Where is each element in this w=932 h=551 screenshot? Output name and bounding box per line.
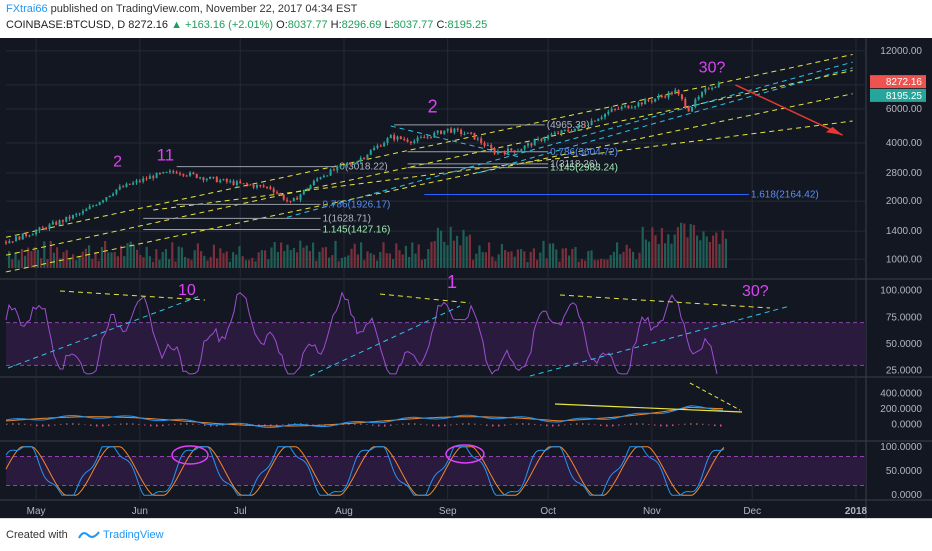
published-text: published on TradingView.com, November 2… (50, 3, 358, 15)
price-tick-label: 6000.00 (886, 104, 923, 115)
projection-arrow (735, 84, 843, 136)
high-value: 8296.69 (341, 19, 382, 31)
last-price-label: 8195.25 (886, 91, 923, 102)
price-tick-label: 1000.00 (886, 254, 923, 265)
trend-line (153, 120, 853, 211)
macd-line (5, 405, 723, 429)
stoch-d-line (5, 446, 725, 496)
macd-tick-label: 400.0000 (880, 389, 922, 400)
fib-level-label: 1(1628.71) (323, 213, 371, 224)
rsi-divergence-line (379, 293, 471, 304)
x-tick-label: Dec (743, 506, 761, 517)
x-tick-label: Nov (643, 506, 661, 517)
fib-level-label: 0.786(1926.17) (323, 199, 391, 210)
fib-level-label: 1.145(2983.24) (550, 163, 618, 174)
macd-tick-label: 200.0000 (880, 404, 922, 415)
price-label-box (870, 88, 926, 102)
x-tick-label: 2018 (845, 506, 868, 517)
rsi-divergence-line (559, 294, 771, 309)
stoch-circle-annotation (171, 445, 209, 465)
macd-divergence-line (689, 382, 741, 411)
fib-level-label: (4965.38) (547, 120, 590, 131)
publish-line: FXtrai66 published on TradingView.com, N… (6, 3, 357, 15)
stoch-band (6, 456, 866, 486)
fib-level-label: 1.145(1427.16) (323, 224, 391, 235)
fib-level-label: 1(3118.26) (550, 159, 598, 170)
x-tick-label: Jun (132, 506, 148, 517)
annotation-text: 11 (157, 145, 175, 164)
stoch-tick-label: 50.0000 (886, 466, 923, 477)
rsi-trend-line (7, 295, 201, 369)
x-tick-label: May (27, 506, 46, 517)
rsi-tick-label: 75.0000 (886, 312, 923, 323)
price-tick-label: 1400.00 (886, 226, 923, 237)
fib-level-label: 0(3018.22) (339, 162, 387, 173)
stoch-tick-label: 0.0000 (891, 490, 922, 501)
rsi-annotation: 1 (447, 272, 457, 292)
x-tick-label: Oct (540, 506, 556, 517)
price-candles (5, 81, 720, 245)
chart-background (0, 38, 932, 518)
x-tick-label: Aug (335, 506, 353, 517)
rsi-band (6, 322, 866, 366)
annotation-text: 2 (113, 154, 122, 171)
created-with-text: Created with (6, 529, 68, 541)
rsi-trend-line (309, 305, 461, 377)
price-tick-label: 12000.00 (880, 46, 922, 57)
price-tick-label: 2000.00 (886, 196, 923, 207)
trend-line (5, 70, 853, 256)
open-label: O: (276, 19, 288, 31)
symbol-label: COINBASE:BTCUSD, D (6, 19, 126, 31)
up-triangle-icon: ▲ (171, 19, 182, 31)
ohlc-line: COINBASE:BTCUSD, D 8272.16 ▲ +163.16 (+2… (6, 19, 487, 31)
open-value: 8037.77 (287, 19, 328, 31)
rsi-annotation: 10 (178, 282, 196, 299)
rsi-annotation: 30? (742, 283, 769, 300)
macd-trend-line (554, 403, 743, 413)
last-price-label: 8272.16 (886, 77, 923, 88)
change-value: +163.16 (+2.01%) (185, 19, 274, 31)
price-tick-label: 4000.00 (886, 138, 923, 149)
rsi-tick-label: 25.0000 (886, 366, 923, 377)
macd-tick-label: 0.0000 (891, 420, 922, 431)
low-value: 8037.77 (393, 19, 434, 31)
chart-header: FXtrai66 published on TradingView.com, N… (0, 0, 932, 38)
high-label: H: (330, 19, 342, 31)
projection-arrowhead (825, 126, 843, 136)
fib-level-label: 1.618(2164.42) (751, 190, 819, 201)
trend-line (5, 54, 853, 238)
fib-level-label: 0.786(3604.72) (550, 147, 618, 158)
rsi-line (5, 291, 718, 375)
footer: Created with TradingView (0, 518, 932, 551)
price-tick-label: 2800.00 (886, 168, 923, 179)
chart-canvas[interactable]: MayJunJulAugSepOctNovDec201812000.008000… (0, 38, 932, 518)
close-label: C: (436, 19, 448, 31)
stoch-circle-annotation (445, 444, 485, 464)
x-tick-label: Jul (234, 506, 247, 517)
rsi-divergence-line (59, 290, 206, 301)
rsi-tick-label: 100.0000 (880, 286, 922, 297)
volume-bars (8, 222, 727, 268)
tradingview-logo-icon (78, 531, 100, 539)
annotation-text: 30? (699, 59, 726, 76)
stoch-k-line (5, 446, 725, 496)
trend-line (477, 67, 853, 174)
trend-line (286, 61, 853, 218)
author-link[interactable]: FXtrai66 (6, 3, 48, 15)
stoch-tick-label: 100.0000 (880, 442, 922, 453)
annotation-text: 2 (428, 97, 438, 117)
trend-line (5, 93, 853, 273)
last-price: 8272.16 (128, 19, 169, 31)
price-label-box (870, 75, 926, 89)
tradingview-brand[interactable]: TradingView (103, 529, 164, 541)
close-value: 8195.25 (447, 19, 488, 31)
low-label: L: (384, 19, 394, 31)
x-tick-label: Sep (439, 506, 457, 517)
rsi-tick-label: 50.0000 (886, 339, 923, 350)
